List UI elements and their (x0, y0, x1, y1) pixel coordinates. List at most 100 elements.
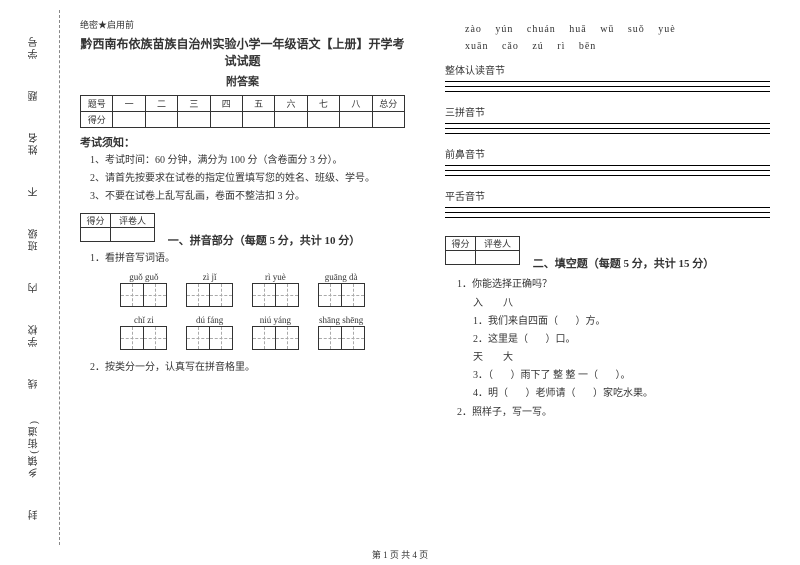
page-footer: 第 1 页 共 4 页 (0, 548, 800, 561)
section-scorebox: 得分评卷人 (445, 236, 520, 265)
question-1-1: 1．看拼音写词语。 (80, 251, 405, 266)
question-1-2: 2．按类分一分，认真写在拼音格里。 (80, 360, 405, 375)
binding-mark: 题 (27, 89, 42, 101)
tianzi-box[interactable] (120, 283, 144, 307)
binding-label: 班级 (27, 227, 42, 251)
tianzi-box[interactable] (275, 283, 299, 307)
tianzi-box[interactable] (252, 326, 276, 350)
pinyin-label: zì jǐ (203, 272, 217, 282)
score-cell: 总分 (372, 96, 404, 112)
subhead: 三拼音节 (445, 104, 770, 119)
pinyin-label: niú yáng (260, 315, 291, 325)
notice-line: 2、请首先按要求在试卷的指定位置填写您的姓名、班级、学号。 (80, 171, 405, 186)
tianzi-box[interactable] (252, 283, 276, 307)
tianzi-box[interactable] (186, 326, 210, 350)
score-cell[interactable] (210, 112, 242, 128)
pinyin-list: xuān cǎo zú rì bēn (465, 41, 770, 52)
score-cell: 题号 (81, 96, 113, 112)
score-cell: 得分 (81, 112, 113, 128)
score-cell[interactable] (145, 112, 177, 128)
score-cell[interactable] (242, 112, 274, 128)
score-cell: 八 (340, 96, 372, 112)
tianzi-row-1: guǒ guǒ zì jǐ rì yuè guāng dà (80, 270, 405, 309)
score-cell: 六 (275, 96, 307, 112)
tianzi-box[interactable] (318, 283, 342, 307)
tianzi-box[interactable] (209, 283, 233, 307)
subhead: 整体认读音节 (445, 62, 770, 77)
binding-mark: 不 (27, 185, 42, 197)
binding-mark: 线 (27, 377, 42, 389)
sub-question: 4．明（ ）老师请（ ）家吃水果。 (473, 384, 770, 399)
pinyin-label: guāng dà (325, 272, 358, 282)
binding-mark: 内 (27, 281, 42, 293)
section-2-title: 二、填空题（每题 5 分，共计 15 分） (533, 258, 715, 270)
notice-line: 3、不要在试卷上乱写乱画，卷面不整洁扣 3 分。 (80, 189, 405, 204)
score-cell[interactable] (307, 112, 339, 128)
exam-title: 黔西南布依族苗族自治州实验小学一年级语文【上册】开学考试试题 (80, 35, 405, 69)
option-line: 天 大 (473, 348, 770, 363)
binding-label: 乡镇(街道) (27, 419, 42, 478)
pinyin-list: zào yún chuán huā wū suǒ yuè (465, 24, 770, 35)
question-2-1: 1．你能选择正确吗？ (457, 275, 770, 290)
binding-mark: 封 (27, 508, 42, 520)
tianzi-box[interactable] (143, 283, 167, 307)
scorebox-label: 评卷人 (111, 214, 155, 228)
pinyin-label: dú fáng (196, 315, 223, 325)
confidential-label: 绝密★启用前 (80, 18, 405, 31)
binding-label: 姓名 (27, 131, 42, 155)
pinyin-label: shāng shēng (319, 315, 363, 325)
tianzi-box[interactable] (341, 326, 365, 350)
score-cell[interactable] (113, 112, 145, 128)
left-column: 绝密★启用前 黔西南布依族苗族自治州实验小学一年级语文【上册】开学考试试题 附答… (60, 10, 425, 545)
score-table: 题号 一 二 三 四 五 六 七 八 总分 得分 (80, 95, 405, 128)
score-cell: 三 (178, 96, 210, 112)
section-scorebox: 得分评卷人 (80, 213, 155, 242)
tianzi-box[interactable] (143, 326, 167, 350)
answer-lines[interactable] (445, 81, 770, 94)
sub-question: 2．这里是（ ）口。 (473, 330, 770, 345)
score-cell: 四 (210, 96, 242, 112)
scorebox-cell[interactable] (446, 251, 476, 265)
score-cell: 七 (307, 96, 339, 112)
tianzi-box[interactable] (318, 326, 342, 350)
binding-column: 学号 题 姓名 不 班级 内 学校 线 乡镇(街道) 封 (10, 10, 60, 545)
exam-subtitle: 附答案 (80, 73, 405, 89)
scorebox-cell[interactable] (476, 251, 520, 265)
tianzi-box[interactable] (341, 283, 365, 307)
score-cell[interactable] (275, 112, 307, 128)
subhead: 平舌音节 (445, 188, 770, 203)
answer-lines[interactable] (445, 165, 770, 178)
subhead: 前鼻音节 (445, 146, 770, 161)
score-cell[interactable] (340, 112, 372, 128)
answer-lines[interactable] (445, 207, 770, 220)
answer-lines[interactable] (445, 123, 770, 136)
pinyin-label: rì yuè (265, 272, 286, 282)
scorebox-cell[interactable] (111, 228, 155, 242)
notice-line: 1、考试时间：60 分钟，满分为 100 分（含卷面分 3 分）。 (80, 153, 405, 168)
tianzi-box[interactable] (275, 326, 299, 350)
scorebox-cell[interactable] (81, 228, 111, 242)
pinyin-label: guǒ guǒ (129, 272, 158, 282)
sub-question: 1．我们来自四面（ ）方。 (473, 312, 770, 327)
scorebox-label: 评卷人 (476, 237, 520, 251)
score-cell: 二 (145, 96, 177, 112)
section-1-title: 一、拼音部分（每题 5 分，共计 10 分） (168, 235, 361, 247)
main-content: 绝密★启用前 黔西南布依族苗族自治州实验小学一年级语文【上册】开学考试试题 附答… (60, 10, 790, 545)
binding-label: 学校 (27, 323, 42, 347)
tianzi-box[interactable] (209, 326, 233, 350)
score-cell: 一 (113, 96, 145, 112)
score-cell[interactable] (178, 112, 210, 128)
notice-title: 考试须知： (80, 134, 405, 150)
binding-label: 学号 (27, 35, 42, 59)
question-2-2: 2．照样子，写一写。 (457, 403, 770, 418)
score-cell: 五 (242, 96, 274, 112)
scorebox-label: 得分 (81, 214, 111, 228)
sub-question: 3．（ ）雨下了 整 整 一（ ）。 (473, 366, 770, 381)
right-column: zào yún chuán huā wū suǒ yuè xuān cǎo zú… (425, 10, 790, 545)
option-line: 入 八 (473, 294, 770, 309)
tianzi-row-2: chǐ zi dú fáng niú yáng shāng shēng (80, 313, 405, 352)
scorebox-label: 得分 (446, 237, 476, 251)
tianzi-box[interactable] (186, 283, 210, 307)
tianzi-box[interactable] (120, 326, 144, 350)
score-cell[interactable] (372, 112, 404, 128)
